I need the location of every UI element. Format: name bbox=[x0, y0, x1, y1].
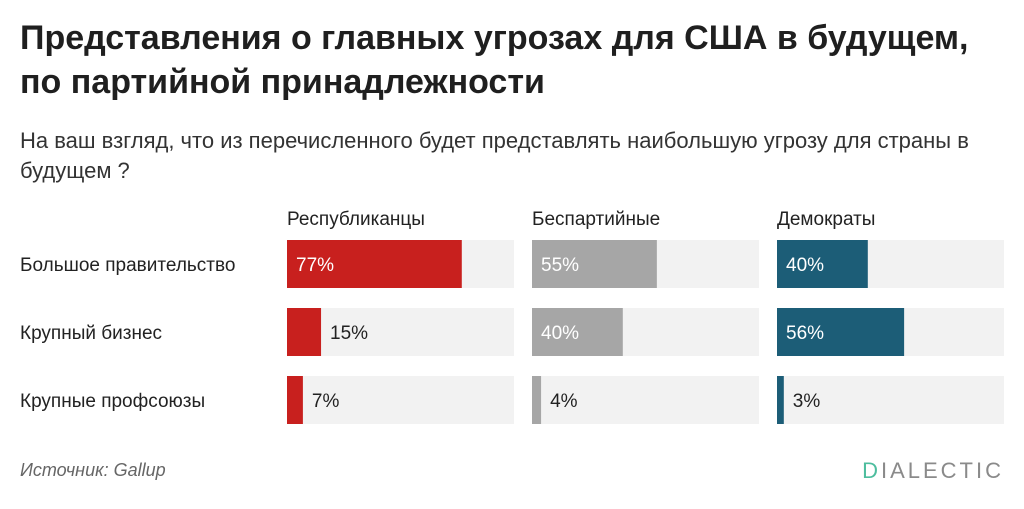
bar-2-3 bbox=[532, 376, 542, 424]
bar-1-2 bbox=[287, 308, 322, 356]
bar-2-1 bbox=[532, 240, 657, 288]
series-header-2: Беспартийные bbox=[532, 209, 660, 230]
data-label-1-2: 15% bbox=[330, 323, 368, 344]
category-label-2: Крупный бизнес bbox=[20, 323, 162, 344]
bar-track-1-3 bbox=[287, 376, 514, 424]
chart-title: Представления о главных угрозах для США … bbox=[20, 19, 969, 101]
bar-3-1 bbox=[777, 240, 868, 288]
data-label-2-1: 55% bbox=[541, 255, 579, 276]
bar-2-2 bbox=[532, 308, 623, 356]
bar-3-3 bbox=[777, 376, 784, 424]
data-label-1-3: 7% bbox=[312, 391, 340, 412]
data-label-3-3: 3% bbox=[793, 391, 821, 412]
data-label-1-1: 77% bbox=[296, 255, 334, 276]
bar-3-2 bbox=[777, 308, 905, 356]
chart-subtitle: На ваш взгляд, что из перечисленного буд… bbox=[20, 128, 969, 183]
bar-1-3 bbox=[287, 376, 303, 424]
bar-chart: Большое правительство Крупный бизнес Крупн… bbox=[20, 209, 1004, 424]
bar-track-2-3 bbox=[532, 376, 759, 424]
series-header-1: Республиканцы bbox=[287, 209, 425, 230]
data-label-3-1: 40% bbox=[786, 255, 824, 276]
data-label-2-2: 40% bbox=[541, 323, 579, 344]
series-header-3: Демократы bbox=[777, 209, 875, 230]
category-label-3: Крупные профсоюзы bbox=[20, 391, 205, 412]
category-label-1: Большое правительство bbox=[20, 255, 235, 276]
data-label-2-3: 4% bbox=[550, 391, 578, 412]
bar-track-1-2 bbox=[287, 308, 514, 356]
dialectic-logo: DIALECTIC bbox=[862, 458, 1004, 483]
bar-1-1 bbox=[287, 240, 462, 288]
source-note: Источник: Gallup bbox=[20, 460, 166, 480]
data-label-3-2: 56% bbox=[786, 323, 824, 344]
bar-track-3-3 bbox=[777, 376, 1004, 424]
